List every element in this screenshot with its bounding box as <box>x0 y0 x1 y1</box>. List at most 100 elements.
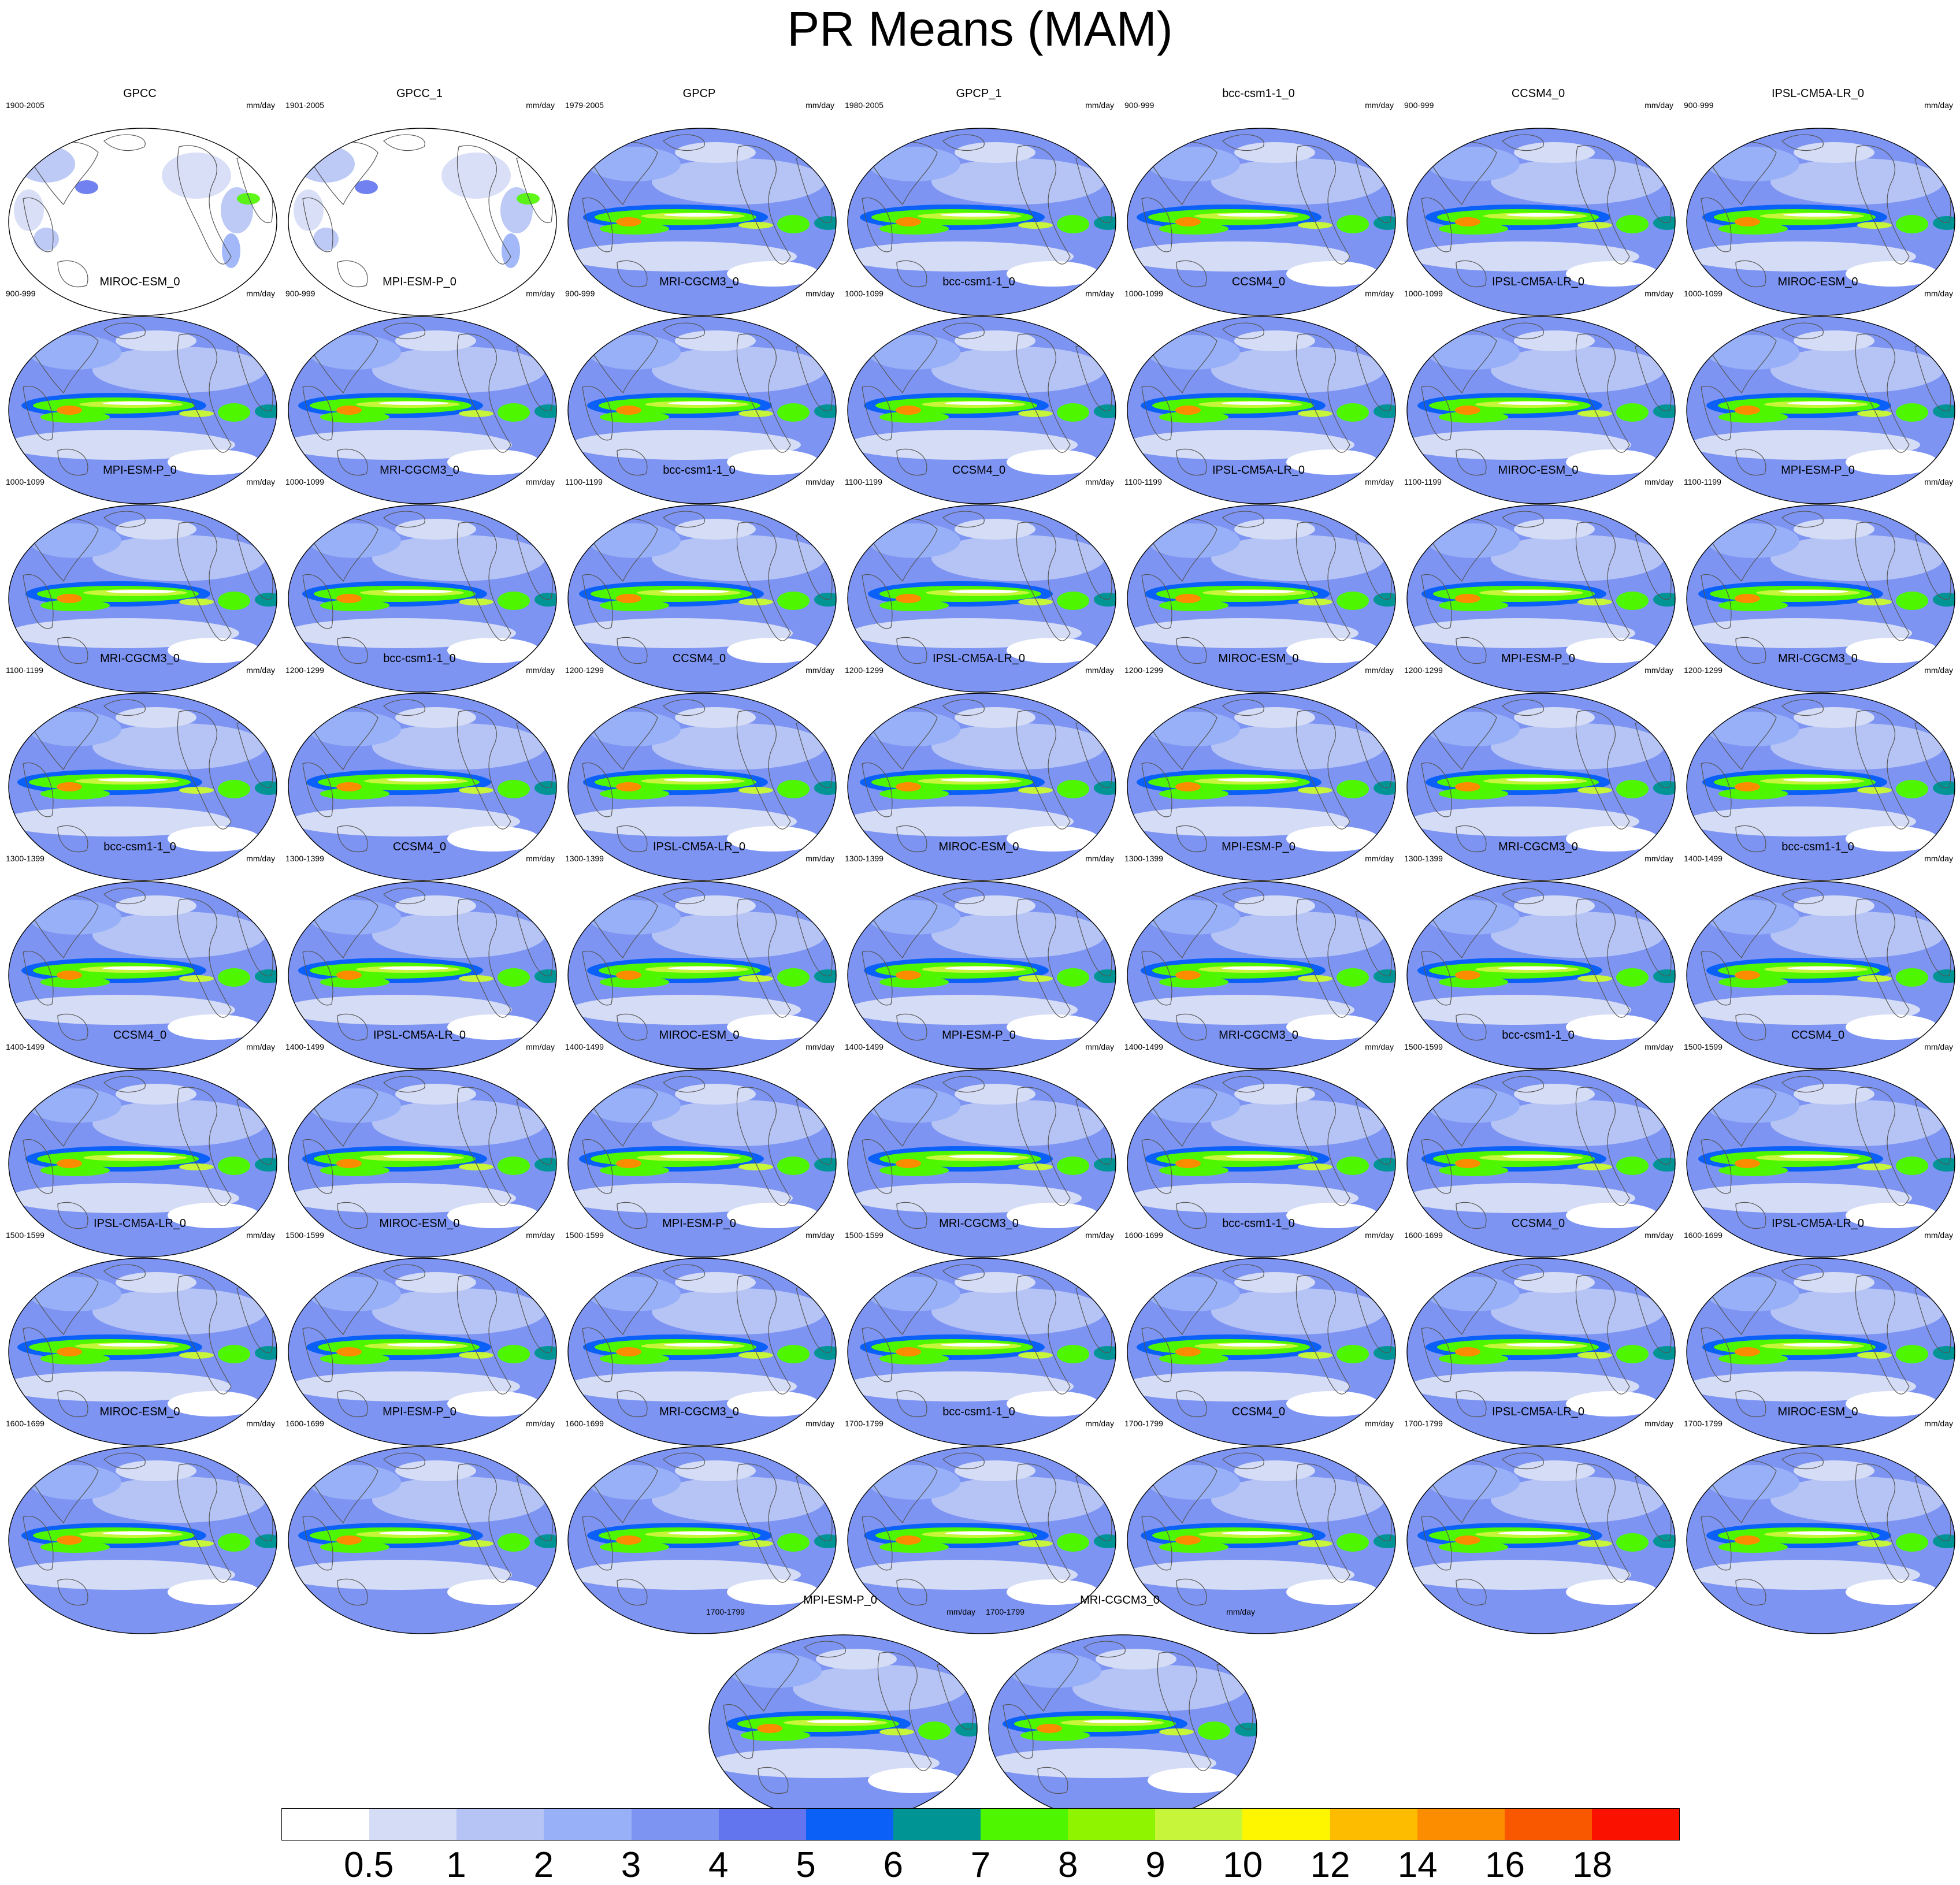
map-panel: MIROC-ESM_0 1100-1199 mm/day <box>1398 463 1678 741</box>
precipitation-map <box>1406 504 1676 693</box>
panel-units: mm/day <box>246 101 275 110</box>
panel-title: MPI-ESM-P_0 <box>383 1406 456 1418</box>
panel-units: mm/day <box>805 101 834 110</box>
precipitation-map <box>567 1069 837 1258</box>
panel-units: mm/day <box>526 1042 555 1051</box>
map-panel: bcc-csm1-1_0 1000-1099 mm/day <box>839 275 1119 552</box>
map-panel: MPI-ESM-P_0 1600-1699 mm/day <box>280 1405 559 1682</box>
panel-title: GPCC_1 <box>396 87 443 100</box>
panel-units: mm/day <box>246 854 275 863</box>
panel-title: MPI-ESM-P_0 <box>662 1217 736 1230</box>
panel-units: mm/day <box>1645 101 1673 110</box>
map-panel: MIROC-ESM_0 1500-1599 mm/day <box>280 1217 559 1494</box>
colorbar <box>281 1808 1680 1841</box>
panel-units: mm/day <box>1924 289 1953 298</box>
panel-years: 900-999 <box>1124 101 1155 110</box>
panel-years: 1700-1799 <box>1404 1419 1443 1428</box>
map-panel: MRI-CGCM3_0 1000-1099 mm/day <box>280 463 559 741</box>
panel-units: mm/day <box>946 1607 975 1616</box>
map-panel: MRI-CGCM3_0 1300-1399 mm/day <box>1398 840 1678 1117</box>
panel-title: MPI-ESM-P_0 <box>383 276 456 288</box>
panel-years: 1300-1399 <box>845 854 884 863</box>
map-panel: CCSM4_0 900-999 mm/day <box>1398 87 1678 364</box>
precipitation-map <box>1406 1069 1676 1258</box>
colorbar-tick-label: 0.5 <box>344 1845 394 1885</box>
precipitation-map <box>567 128 837 316</box>
map-panel: MIROC-ESM_0 1200-1299 mm/day <box>1119 652 1398 929</box>
map-panel: bcc-csm1-1_0 1700-1799 mm/day <box>839 1405 1119 1682</box>
panel-units: mm/day <box>1085 101 1114 110</box>
map-panel: bcc-csm1-1_0 1500-1599 mm/day <box>1398 1028 1678 1306</box>
map-panel: CCSM4_0 1100-1199 mm/day <box>839 463 1119 741</box>
map-panel: MPI-ESM-P_0 1000-1099 mm/day <box>0 463 280 741</box>
precipitation-map <box>1406 128 1676 316</box>
panel-years: 1300-1399 <box>565 854 604 863</box>
panel-years: 1100-1199 <box>845 477 882 486</box>
panel-years: 1300-1399 <box>1404 854 1443 863</box>
panel-title: MPI-ESM-P_0 <box>1501 652 1575 665</box>
panel-units: mm/day <box>526 665 555 675</box>
panel-title: MRI-CGCM3_0 <box>1778 652 1858 665</box>
colorbar-swatch <box>1330 1809 1417 1840</box>
map-panel: bcc-csm1-1_0 1300-1399 mm/day <box>0 840 280 1117</box>
precipitation-map <box>567 316 837 504</box>
panel-years: 1000-1099 <box>845 289 884 298</box>
colorbar-swatch <box>718 1809 806 1840</box>
map-panel: CCSM4_0 1000-1099 mm/day <box>1119 275 1398 552</box>
precipitation-map <box>8 1258 277 1446</box>
panel-years: 1000-1099 <box>1684 289 1723 298</box>
colorbar-tick-label: 14 <box>1397 1845 1438 1885</box>
colorbar-tick-label: 3 <box>621 1845 641 1885</box>
map-panel: CCSM4_0 1400-1499 mm/day <box>0 1028 280 1306</box>
precipitation-map <box>847 1069 1116 1258</box>
panel-years: 1600-1699 <box>285 1419 324 1428</box>
precipitation-map <box>288 1069 557 1258</box>
precipitation-map <box>1127 1446 1396 1634</box>
panel-years: 1200-1299 <box>565 665 604 675</box>
panel-years: 1600-1699 <box>6 1419 44 1428</box>
panel-units: mm/day <box>526 101 555 110</box>
panel-years: 1200-1299 <box>1124 665 1163 675</box>
panel-units: mm/day <box>1085 289 1114 298</box>
precipitation-map <box>1686 1069 1955 1258</box>
panel-units: mm/day <box>805 1042 834 1051</box>
map-panel: MRI-CGCM3_0 1200-1299 mm/day <box>1678 652 1958 929</box>
panel-units: mm/day <box>1645 477 1673 486</box>
panel-years: 1300-1399 <box>6 854 44 863</box>
map-panel: GPCP_1 1980-2005 mm/day <box>839 87 1119 364</box>
panel-years: 1500-1599 <box>565 1230 604 1240</box>
panel-years: 1901-2005 <box>285 101 324 110</box>
panel-title: MIROC-ESM_0 <box>1777 1406 1858 1418</box>
colorbar-tick-label: 10 <box>1223 1845 1263 1885</box>
map-panel: MIROC-ESM_0 1300-1399 mm/day <box>839 840 1119 1117</box>
panel-title: IPSL-CM5A-LR_0 <box>373 1029 466 1042</box>
panel-years: 1700-1799 <box>986 1607 1024 1616</box>
panel-title: IPSL-CM5A-LR_0 <box>93 1217 187 1230</box>
colorbar-swatch <box>456 1809 544 1840</box>
panel-units: mm/day <box>1365 101 1394 110</box>
panel-title: IPSL-CM5A-LR_0 <box>652 841 746 853</box>
panel-title: CCSM4_0 <box>672 652 726 665</box>
colorbar-swatch <box>631 1809 719 1840</box>
map-panel: IPSL-CM5A-LR_0 1300-1399 mm/day <box>559 840 839 1117</box>
colorbar-swatch <box>1504 1809 1592 1840</box>
colorbar-tick-label: 4 <box>708 1845 729 1885</box>
panel-years: 1400-1499 <box>565 1042 604 1051</box>
panel-title: MPI-ESM-P_0 <box>942 1029 1016 1042</box>
map-panel: GPCC_1 1901-2005 mm/day <box>280 87 559 364</box>
precipitation-map <box>1406 693 1676 881</box>
map-panel: GPCP 1979-2005 mm/day <box>559 87 839 364</box>
map-panel: IPSL-CM5A-LR_0 900-999 mm/day <box>1678 87 1958 364</box>
panel-years: 1600-1699 <box>1684 1230 1723 1240</box>
precipitation-map <box>847 128 1116 316</box>
panel-title: bcc-csm1-1_0 <box>1222 87 1295 100</box>
panel-years: 1700-1799 <box>845 1419 884 1428</box>
map-panel: CCSM4_0 1300-1399 mm/day <box>280 840 559 1117</box>
panel-units: mm/day <box>1365 1419 1394 1428</box>
panel-title: MRI-CGCM3_0 <box>659 276 739 288</box>
panel-units: mm/day <box>1924 854 1953 863</box>
panel-years: 1600-1699 <box>1404 1230 1443 1240</box>
panel-years: 1700-1799 <box>1124 1419 1163 1428</box>
panel-title: MRI-CGCM3_0 <box>1080 1594 1160 1607</box>
panel-title: bcc-csm1-1_0 <box>942 276 1015 288</box>
